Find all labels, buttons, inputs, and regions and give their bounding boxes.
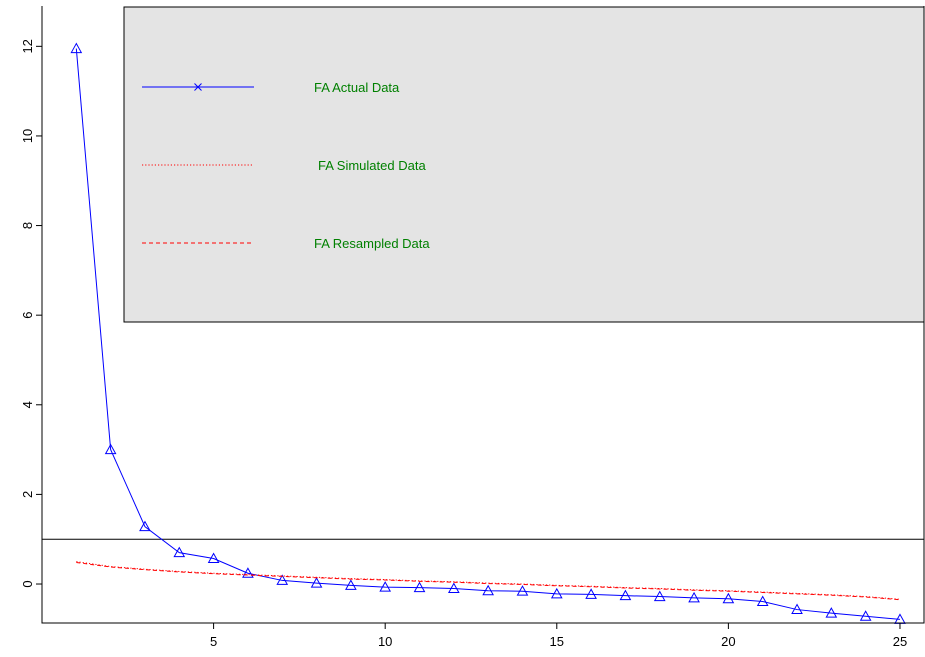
data-point [688, 591, 700, 603]
data-point [585, 588, 597, 599]
data-point [242, 567, 254, 578]
x-tick-label: 5 [210, 634, 217, 649]
data-point [310, 577, 323, 588]
data-point [859, 610, 872, 621]
y-tick-label: 0 [20, 580, 35, 587]
legend-box [123, 6, 925, 323]
data-point [791, 603, 803, 615]
data-point [345, 579, 357, 590]
x-tick-label: 25 [893, 634, 907, 649]
series-line-2 [76, 561, 901, 600]
data-point [276, 574, 289, 585]
y-tick-label: 8 [20, 222, 35, 229]
x-tick-label: 20 [721, 634, 735, 649]
data-point [104, 443, 117, 455]
y-tick-label: 10 [20, 129, 35, 143]
y-tick-label: 6 [20, 312, 35, 319]
y-tick-label: 2 [20, 491, 35, 498]
legend-marker-x-1 [194, 83, 202, 91]
data-point [722, 592, 735, 604]
data-point [825, 607, 838, 618]
series-line-1 [75, 48, 901, 620]
data-point [70, 42, 83, 54]
data-point [619, 589, 632, 601]
data-point [653, 590, 666, 602]
data-point [207, 552, 220, 563]
data-point [139, 520, 151, 532]
x-tick-label: 10 [378, 634, 392, 649]
legend-label-1: FA Actual Data [314, 80, 400, 95]
data-point [516, 585, 529, 596]
series-line-3 [76, 562, 901, 601]
data-point [482, 584, 494, 596]
x-tick-label: 15 [550, 634, 564, 649]
data-point [413, 581, 426, 593]
legend-label-3: FA Resampled Data [314, 236, 430, 251]
data-point [379, 581, 392, 592]
y-tick-label: 4 [20, 401, 35, 408]
y-tick-label: 12 [20, 39, 35, 53]
data-point [550, 587, 563, 599]
data-point [756, 595, 769, 606]
legend-label-2: FA Simulated Data [318, 158, 426, 173]
plot-frame [41, 6, 925, 624]
data-point [173, 546, 186, 558]
data-point [447, 582, 460, 593]
